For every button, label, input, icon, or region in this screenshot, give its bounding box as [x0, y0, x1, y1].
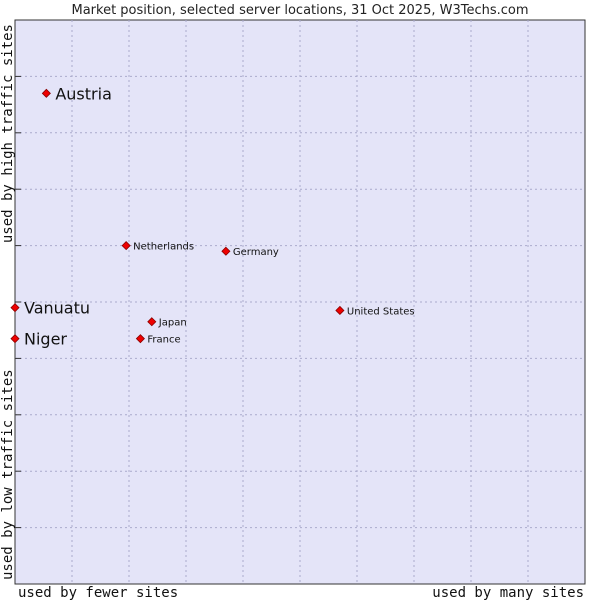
point-marker-japan	[147, 317, 157, 327]
point-marker-niger	[10, 334, 20, 344]
chart-title: Market position, selected server locatio…	[71, 3, 528, 18]
point-label-vanuatu: Vanuatu	[24, 299, 90, 318]
point-label-united-states: United States	[347, 306, 415, 317]
data-points: Austria Netherlands Germany Vanuatu United S…	[10, 84, 415, 349]
point-label-germany: Germany	[233, 247, 279, 258]
point-marker-france	[135, 334, 145, 344]
grid-lines	[15, 20, 585, 584]
point-label-netherlands: Netherlands	[133, 242, 194, 253]
y-axis-label-top: used by high traffic sites	[0, 24, 16, 243]
point-marker-united-states	[335, 305, 345, 316]
y-axis-label-bottom: used by low traffic sites	[0, 369, 16, 580]
point-marker-vanuatu	[10, 303, 20, 313]
point-label-japan: Japan	[158, 318, 187, 329]
point-label-austria: Austria	[55, 84, 112, 103]
point-label-france: France	[147, 335, 180, 346]
point-marker-germany	[221, 246, 231, 256]
point-label-niger: Niger	[24, 330, 67, 349]
x-axis-label-right: used by many sites	[432, 585, 584, 600]
point-marker-netherlands	[121, 241, 131, 251]
x-axis-label-left: used by fewer sites	[18, 585, 178, 600]
point-marker-austria	[41, 88, 51, 98]
